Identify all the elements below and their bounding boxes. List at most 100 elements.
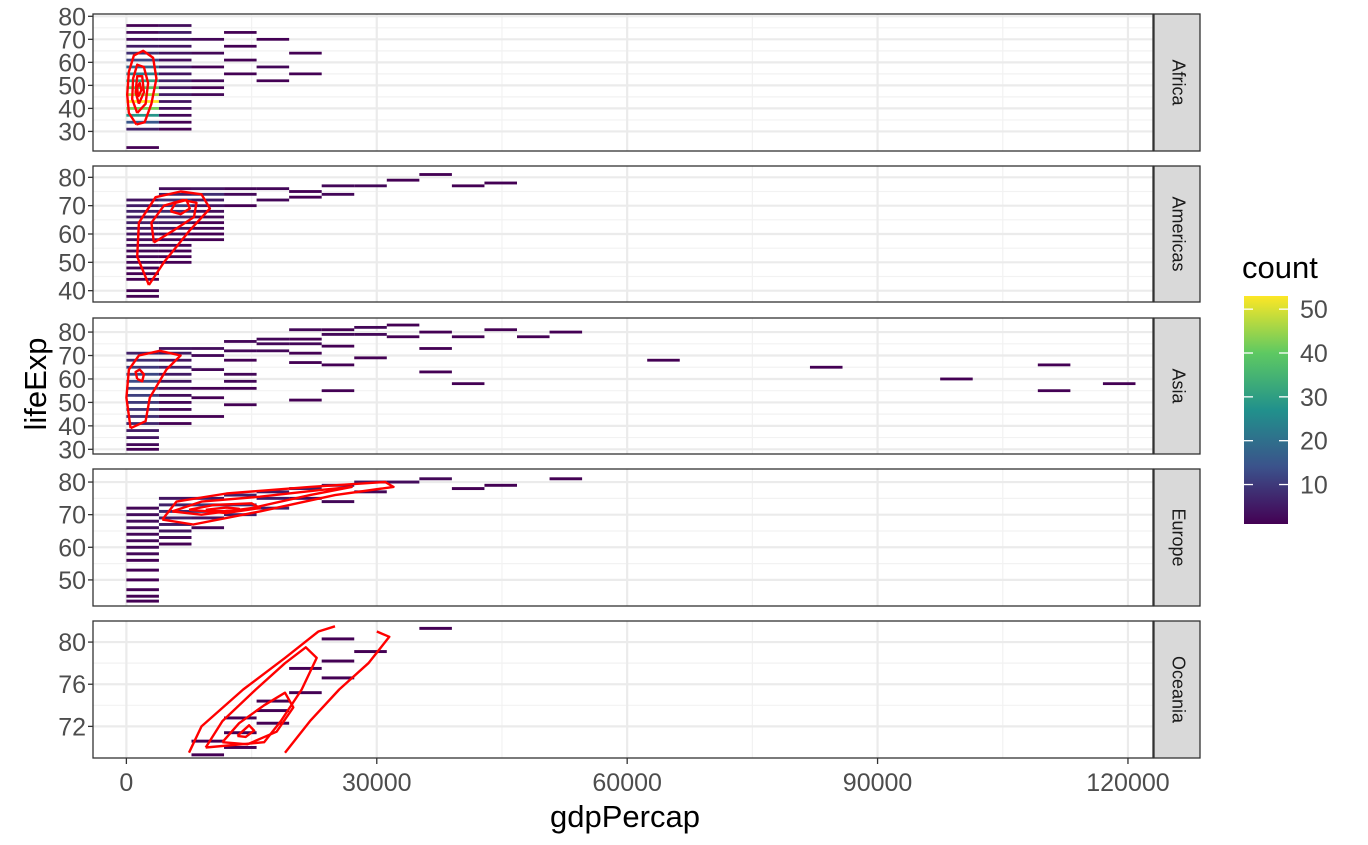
- legend-tick-label: 40: [1300, 340, 1328, 368]
- legend-tick-label: 10: [1300, 472, 1328, 500]
- heatmap-bin: [126, 221, 159, 225]
- heatmap-bin: [158, 496, 192, 500]
- heatmap-bin: [224, 44, 257, 48]
- heatmap-bin: [126, 401, 159, 404]
- heatmap-bin: [126, 37, 159, 41]
- heatmap-bin: [224, 386, 257, 390]
- heatmap-bin: [224, 358, 257, 362]
- legend-tick-label: 20: [1300, 428, 1328, 456]
- y-tick-label: 40: [58, 95, 86, 123]
- heatmap-bin: [126, 552, 159, 556]
- heatmap-bin: [289, 666, 322, 670]
- heatmap-bin: [126, 429, 159, 432]
- heatmap-bin: [126, 204, 159, 208]
- heatmap-bin: [126, 209, 159, 213]
- facet-strip-background: [1153, 468, 1201, 607]
- heatmap-bin: [289, 351, 322, 355]
- heatmap-bin: [191, 368, 225, 371]
- heatmap-bin: [126, 289, 159, 293]
- facet-strip-europe: Europe: [1153, 468, 1201, 607]
- heatmap-bin: [126, 558, 159, 562]
- heatmap-bin: [224, 745, 257, 749]
- heatmap-bin: [191, 526, 225, 530]
- heatmap-bin: [158, 187, 192, 191]
- facet-strip-americas: Americas: [1153, 165, 1201, 303]
- heatmap-bin: [224, 493, 257, 497]
- facet-strip-africa: Africa: [1153, 13, 1201, 152]
- heatmap-bin: [126, 44, 159, 48]
- heatmap-bin: [158, 238, 192, 242]
- heatmap-bin: [256, 349, 290, 353]
- y-tick-label: 70: [58, 193, 86, 221]
- heatmap-bin: [224, 192, 257, 196]
- heatmap-bin: [191, 496, 225, 500]
- y-tick-label: 70: [58, 502, 86, 530]
- heatmap-bin: [354, 325, 387, 329]
- heatmap-bin: [158, 65, 192, 69]
- heatmap-bin: [126, 277, 159, 281]
- density-contour-line: [150, 198, 198, 244]
- heatmap-bin: [224, 349, 257, 353]
- heatmap-bin: [126, 415, 159, 418]
- heatmap-bin: [158, 86, 192, 90]
- panel-border: [92, 620, 1154, 759]
- x-axis: 0 30000 60000 90000 120000: [119, 758, 1170, 797]
- heatmap-bin: [158, 379, 192, 383]
- heatmap-bin: [126, 294, 159, 298]
- heatmap-bin: [126, 568, 159, 572]
- heatmap-bin: [224, 340, 257, 343]
- heatmap-bin: [126, 532, 159, 536]
- heatmap-bin: [224, 204, 257, 208]
- heatmap-bin: [1102, 382, 1136, 386]
- heatmap-bin: [451, 382, 485, 386]
- heatmap-bin: [224, 403, 257, 407]
- heatmap-bin: [126, 519, 159, 523]
- facet-panel-europe: 50 60 70 80 Europe: [58, 468, 1201, 607]
- legend-tick-label: 50: [1300, 296, 1328, 324]
- heatmap-bin: [126, 506, 159, 510]
- facet-panels: 304050607080Africa4050607080Americas3040…: [58, 3, 1201, 759]
- heatmap-bin: [354, 650, 387, 654]
- heatmap-bin: [256, 79, 290, 83]
- heatmap-bin: [191, 232, 225, 236]
- legend-colorbar: [1244, 296, 1288, 524]
- density-contour-line: [221, 691, 295, 746]
- heatmap-bin: [809, 365, 843, 369]
- heatmap-bin: [354, 490, 387, 494]
- heatmap-bin: [126, 243, 159, 247]
- heatmap-bin: [191, 354, 225, 357]
- heatmap-bin: [321, 500, 355, 504]
- density-contour-line: [126, 49, 158, 126]
- facet-strip-background: [1153, 165, 1201, 303]
- heatmap-bin: [126, 599, 159, 603]
- y-tick-label: 80: [58, 629, 86, 657]
- heatmap-bin: [321, 389, 355, 393]
- heatmap-bin: [191, 396, 225, 400]
- density-contour-line: [134, 75, 146, 105]
- heatmap-bin: [191, 386, 225, 390]
- heatmap-bin: [289, 398, 322, 402]
- heatmap-bin: [354, 184, 387, 188]
- heatmap-bin: [224, 72, 257, 76]
- y-tick-label: 80: [58, 164, 86, 192]
- heatmap-bin: [126, 198, 159, 202]
- heatmap-bin: [451, 487, 485, 491]
- heatmap-bin: [158, 120, 192, 124]
- panel-background: [93, 14, 1153, 151]
- heatmap-bin: [256, 496, 290, 500]
- y-axis-title: lifeExp: [18, 337, 53, 430]
- heatmap-bin: [126, 588, 159, 592]
- density-contour-line: [284, 630, 391, 754]
- heatmap-bin: [224, 187, 257, 191]
- heatmap-bin: [517, 335, 550, 339]
- facet-strip-background: [1153, 620, 1201, 759]
- heatmap-bin: [386, 480, 420, 484]
- heatmap-bin: [419, 370, 452, 374]
- heatmap-bin: [126, 594, 159, 598]
- heatmap-bin: [126, 365, 159, 369]
- heatmap-bin: [158, 51, 192, 55]
- y-tick-label: 80: [58, 469, 86, 497]
- heatmap-bin: [191, 192, 225, 196]
- y-tick-label: 70: [58, 343, 86, 371]
- y-tick-label: 50: [58, 249, 86, 277]
